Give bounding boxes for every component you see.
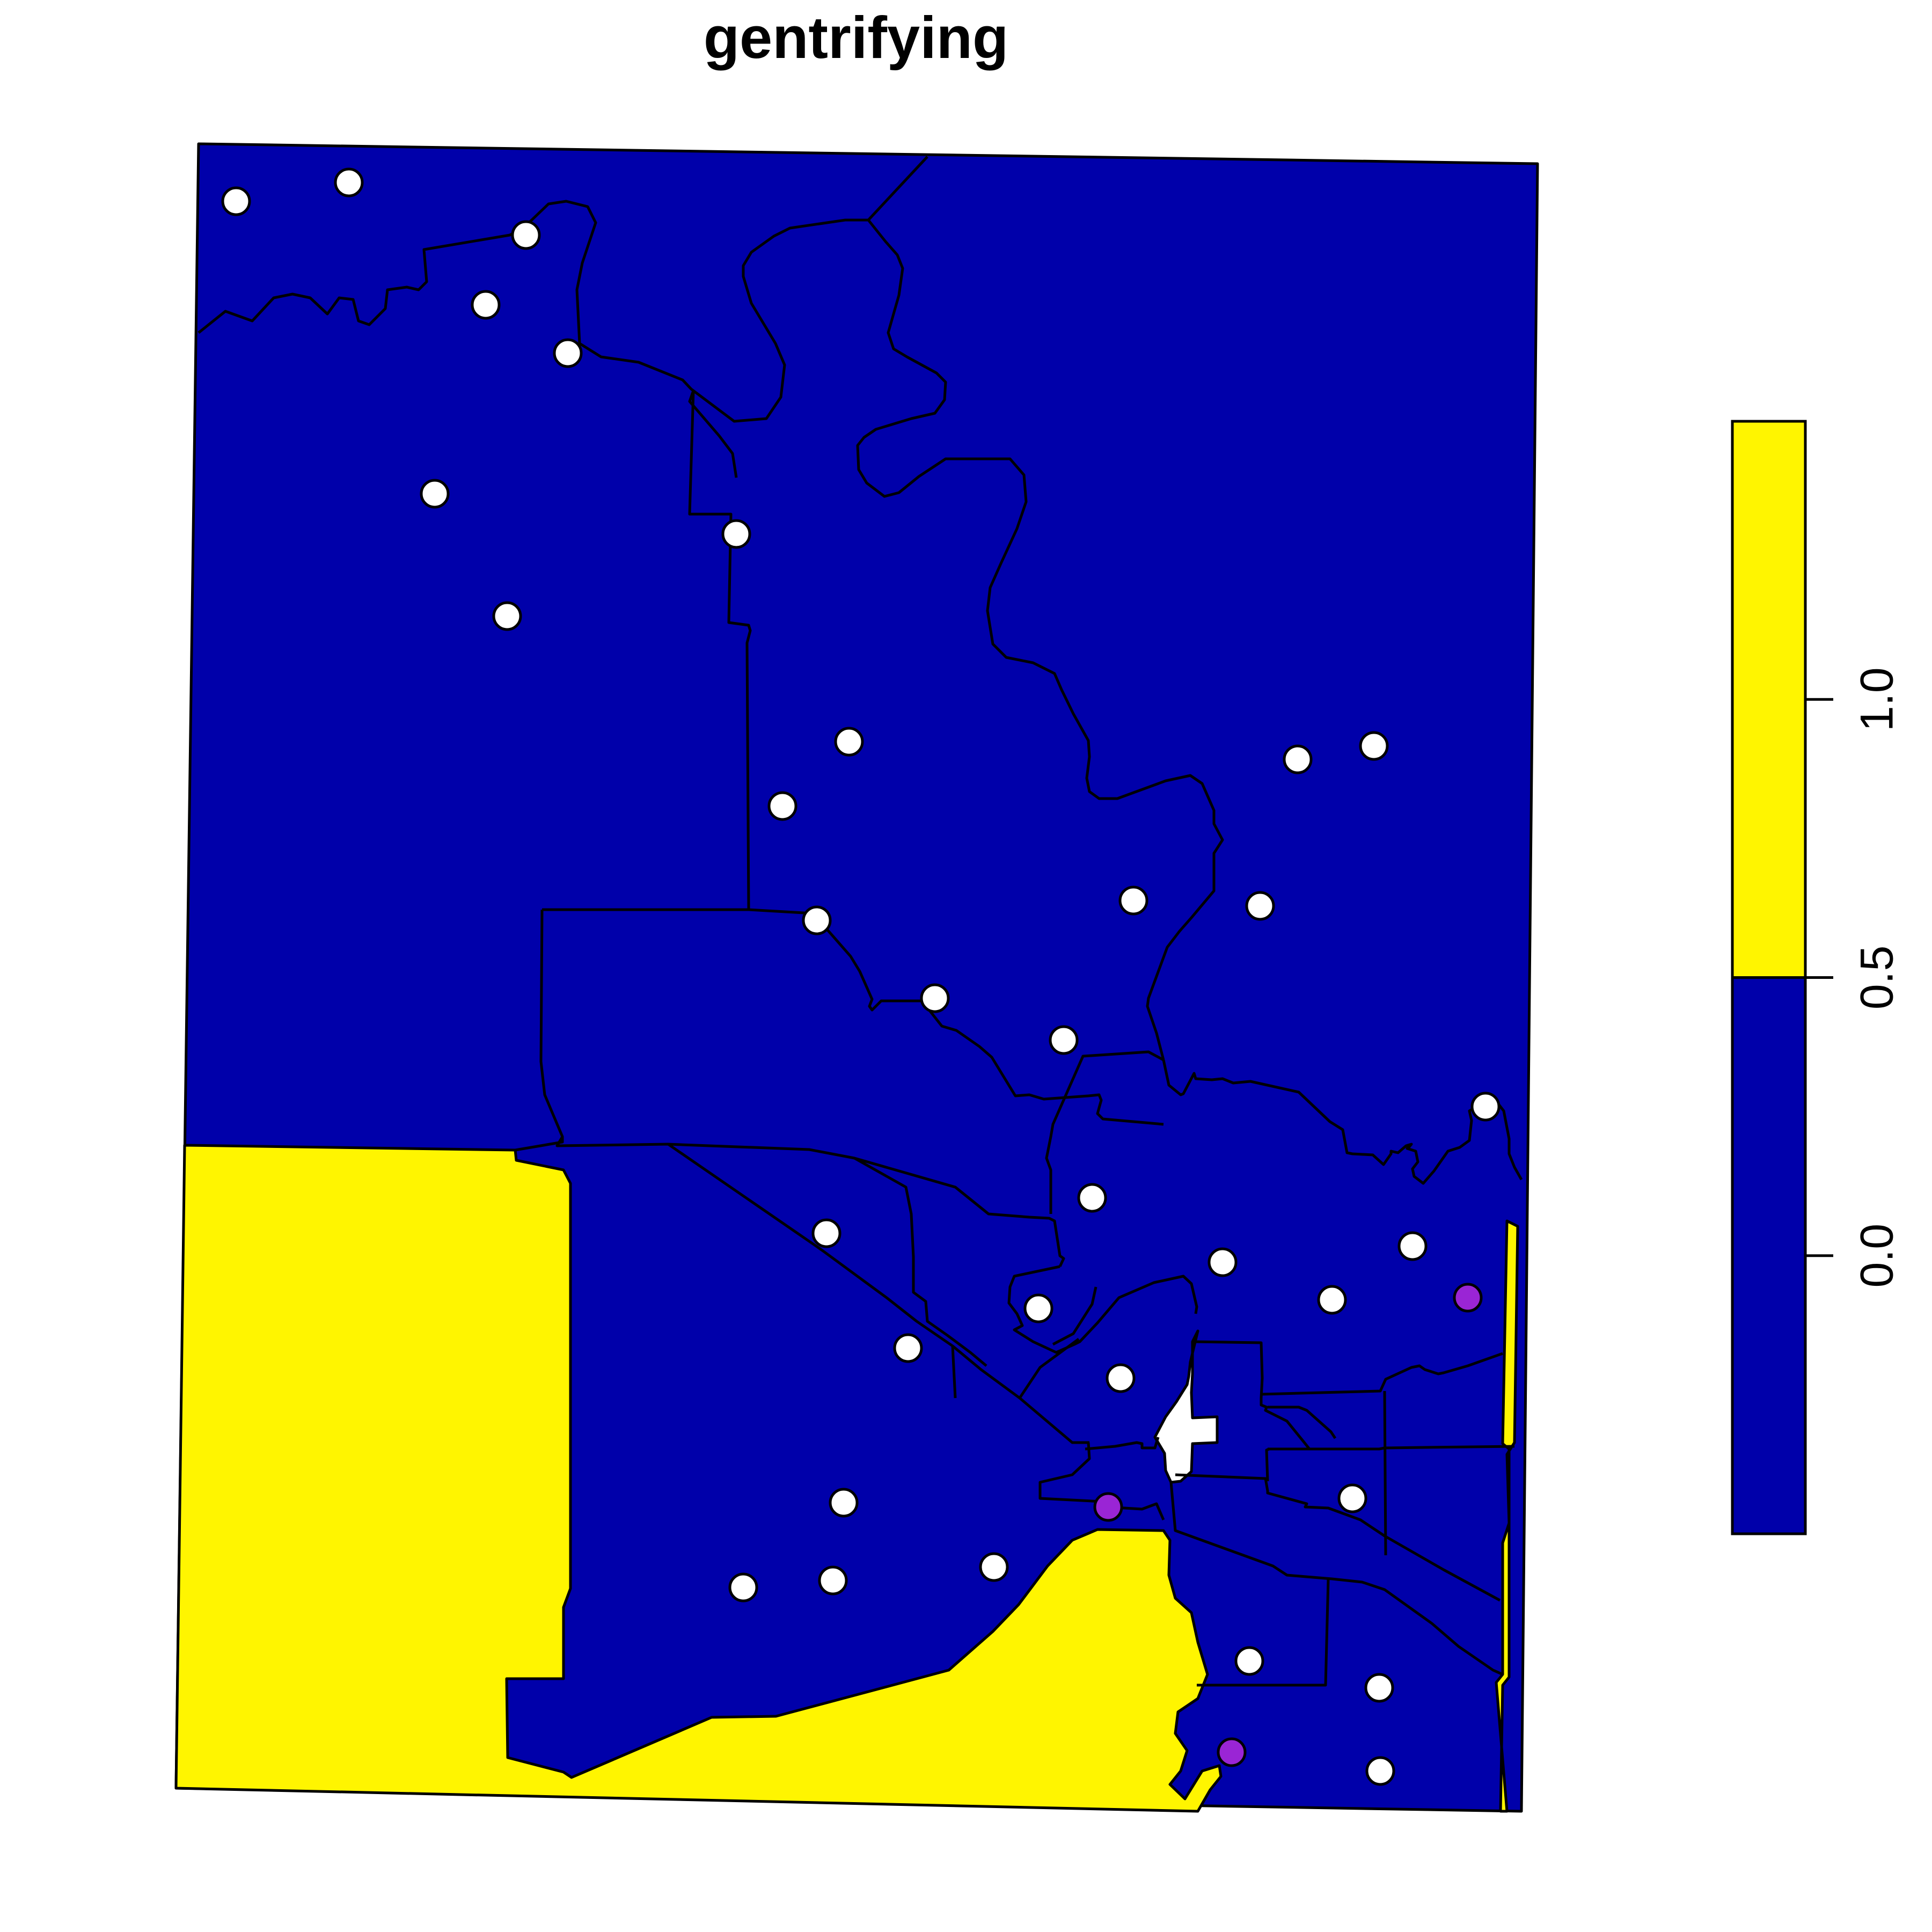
point-marker-white (1245, 891, 1275, 921)
point-marker-white (1359, 731, 1389, 761)
point-marker-white (829, 1488, 859, 1518)
point-marker-white (818, 1565, 848, 1596)
point-marker-white (1397, 1231, 1428, 1261)
point-marker-white (802, 905, 832, 935)
point-marker-white (1049, 1025, 1079, 1055)
tract-gentrifying-east (1495, 1219, 1519, 1813)
point-marker-white (1208, 1247, 1238, 1277)
legend-bin (1731, 420, 1807, 979)
point-marker-white (553, 338, 583, 368)
tract-boundaries (197, 156, 1523, 1687)
point-marker-white (492, 601, 522, 631)
point-marker-white (1118, 885, 1148, 916)
point-marker-white (893, 1333, 923, 1363)
point-marker-purple (1453, 1283, 1483, 1313)
point-marker-white (728, 1572, 758, 1602)
point-marker-white (1283, 744, 1313, 774)
tract-gentrifying-west (174, 1144, 1223, 1813)
map-title: gentrifying (704, 5, 1008, 71)
point-marker-white (1337, 1483, 1367, 1513)
legend-tick-label: 0.5 (1851, 946, 1903, 1010)
tract-missing-data (1153, 1329, 1219, 1484)
point-marker-white (1470, 1092, 1501, 1122)
legend-tick-label: 1.0 (1851, 667, 1903, 731)
tract-map (174, 142, 1539, 1813)
point-marker-white (1106, 1363, 1136, 1393)
legend-color-bar (1731, 420, 1807, 1535)
point-marker-white (721, 519, 751, 549)
legend-axis: 0.0 0.5 1.0 (1805, 667, 1903, 1288)
point-marker-white (1023, 1293, 1053, 1323)
point-marker-white (221, 186, 251, 216)
point-marker-white (1234, 1646, 1264, 1676)
point-marker-purple (1093, 1492, 1123, 1522)
legend-bin (1731, 976, 1807, 1535)
point-marker-purple (1217, 1737, 1247, 1767)
point-layer (221, 167, 1501, 1786)
point-marker-white (1365, 1756, 1395, 1786)
point-marker-white (1364, 1673, 1394, 1703)
legend: 0.0 0.5 1.0 (1731, 420, 1903, 1535)
point-marker-white (767, 791, 797, 821)
point-marker-white (1317, 1285, 1347, 1315)
point-marker-white (920, 983, 950, 1013)
point-marker-white (420, 479, 450, 509)
legend-tick-label: 0.0 (1851, 1224, 1903, 1288)
point-marker-white (511, 220, 541, 250)
point-marker-white (834, 727, 864, 757)
point-marker-white (1077, 1183, 1107, 1213)
point-marker-white (471, 290, 501, 320)
point-marker-white (811, 1218, 841, 1248)
point-marker-white (979, 1552, 1009, 1582)
point-marker-white (334, 167, 364, 197)
